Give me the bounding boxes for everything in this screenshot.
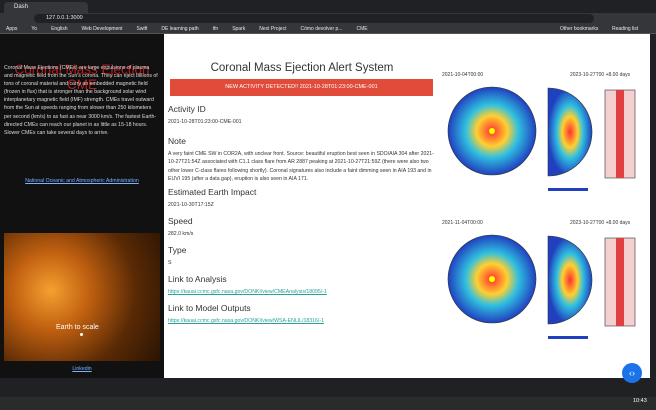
section-link[interactable]: https://kauai.ccmc.gsfc.nasa.gov/DONKI/v…: [168, 318, 324, 324]
time-trace: [616, 238, 624, 326]
reading-list[interactable]: Reading list: [612, 26, 639, 32]
browser-tab[interactable]: Dash: [4, 2, 88, 13]
section-text: https://kauai.ccmc.gsfc.nasa.gov/DONKI/v…: [168, 288, 436, 296]
sun-dot: [489, 276, 495, 282]
section-text: S: [168, 260, 172, 266]
plot-date: 2021-11-04T00:00: [442, 220, 483, 226]
bookmark[interactable]: Next Project: [259, 26, 287, 32]
section: Link to Analysis https://kauai.ccmc.gsfc.…: [168, 274, 436, 296]
sun-dot: [489, 128, 495, 134]
image-caption: Earth to scale: [56, 324, 99, 331]
sidebar-title: Coronal Mass Ejection CME: [14, 62, 150, 92]
bookmark[interactable]: Apps: [6, 26, 18, 32]
section-heading: Link to Analysis: [168, 274, 227, 284]
section-text: 2021-10-30T17:15Z: [168, 202, 214, 208]
section-heading: Estimated Earth Impact: [168, 187, 257, 197]
section-link[interactable]: https://kauai.ccmc.gsfc.nasa.gov/DONKI/v…: [168, 289, 327, 295]
bookmark[interactable]: Spark: [232, 26, 246, 32]
section-text: https://kauai.ccmc.gsfc.nasa.gov/DONKI/v…: [168, 317, 436, 325]
address-bar[interactable]: 127.0.0.1:3000: [34, 14, 594, 23]
plot-date: 2021-10-04T00:00: [442, 72, 483, 78]
bookmark[interactable]: Swift: [136, 26, 148, 32]
bookmark[interactable]: Web Development: [81, 26, 123, 32]
section: Note A very faint CME SW in COR2A, with u…: [168, 136, 436, 184]
section-heading: Activity ID: [168, 104, 206, 114]
section-text: 282.0 km/s: [168, 231, 194, 237]
description: Coronal Mass Ejections (CMEs) are large …: [4, 65, 158, 136]
section-heading: Link to Model Outputs: [168, 303, 251, 313]
colorbar: [548, 336, 588, 339]
section-heading: Note: [168, 136, 186, 146]
alert-banner: NEW ACTIVITY DETECTED!! 2021-10-28T01:23…: [170, 79, 433, 96]
sun-image: [4, 233, 160, 361]
section-text: A very faint CME SW in COR2A, with uncle…: [168, 151, 434, 183]
section: Estimated Earth Impact 2021-10-30T17:15Z: [168, 187, 436, 209]
scroll-button[interactable]: ‹›: [622, 363, 642, 383]
bookmarks-bar: Apps Yo English Web Development Swift DE lear…: [0, 24, 656, 34]
linkedin-link[interactable]: Linkedin: [72, 366, 92, 372]
time-trace: [616, 90, 624, 178]
section: Speed 282.0 km/s: [168, 216, 436, 238]
section-text: 2021-10-28T01:23:00-CME-001: [168, 119, 242, 125]
section-heading: Speed: [168, 216, 193, 226]
section: Link to Model Outputs https://kauai.ccmc.…: [168, 303, 436, 325]
bookmark[interactable]: Cómo devolver p...: [300, 26, 343, 32]
clock: 10:43: [633, 398, 647, 404]
bookmark[interactable]: tfn: [212, 26, 219, 32]
section-heading: Type: [168, 245, 187, 255]
plot-elapsed: 2023-10-27T00 +8.00 days: [570, 72, 631, 78]
section: Activity ID 2021-10-28T01:23:00-CME-001: [168, 104, 436, 126]
plot-elapsed: 2023-10-27T00 +8.00 days: [570, 220, 631, 226]
other-bookmarks[interactable]: Other bookmarks: [560, 26, 599, 32]
taskbar: [0, 397, 656, 410]
side-plot: [547, 87, 593, 177]
bookmark[interactable]: CME: [356, 26, 368, 32]
section: Type S: [168, 245, 436, 267]
tab-bar: [0, 0, 656, 13]
colorbar: [548, 188, 588, 191]
side-plot: [547, 235, 593, 325]
earth-dot: [80, 333, 83, 336]
bookmark[interactable]: Yo: [31, 26, 38, 32]
model-plots: 2021-10-04T00:00 2023-10-27T00 +8.00 days…: [442, 72, 636, 339]
main-title: Coronal Mass Ejection Alert System: [210, 62, 394, 74]
bookmark[interactable]: English: [51, 26, 68, 32]
source-link[interactable]: National Oceanic and Atmospheric Adminis…: [25, 178, 139, 184]
bookmark[interactable]: DE learning path: [161, 26, 199, 32]
